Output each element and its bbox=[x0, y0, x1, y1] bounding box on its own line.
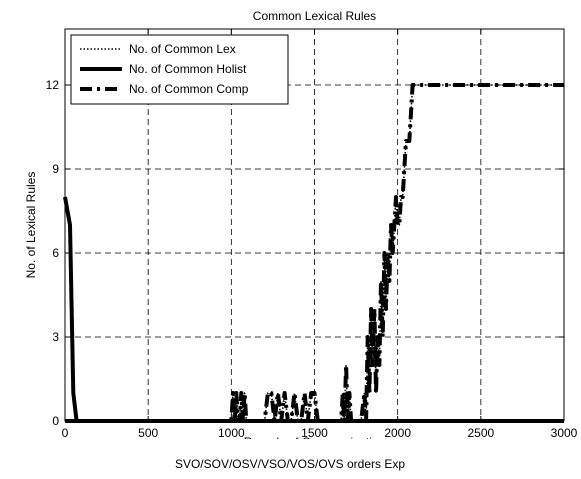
caption-background bbox=[0, 439, 581, 479]
legend: No. of Common Lex No. of Common Holist No.… bbox=[70, 34, 289, 105]
y-tick-label-4: 12 bbox=[46, 78, 60, 92]
x-tick-label-1: 500 bbox=[138, 426, 158, 440]
legend-label-0: No. of Common Lex bbox=[129, 42, 236, 56]
y-tick-label-2: 6 bbox=[52, 246, 59, 260]
y-tick-label-0: 0 bbox=[52, 414, 59, 428]
legend-label-1: No. of Common Holist bbox=[129, 62, 247, 76]
y-tick-label-1: 3 bbox=[52, 330, 59, 344]
x-tick-label-3: 1500 bbox=[301, 426, 328, 440]
x-tick-label-2: 1000 bbox=[218, 426, 245, 440]
y-tick-label-3: 9 bbox=[52, 162, 59, 176]
x-tick-label-5: 2500 bbox=[467, 426, 494, 440]
y-axis-label: No. of Lexical Rules bbox=[24, 172, 38, 279]
chart-title: Common Lexical Rules bbox=[253, 9, 376, 23]
x-tick-label-4: 2000 bbox=[384, 426, 411, 440]
figure-caption: SVO/SOV/OSV/VSO/VOS/OVS orders Exp bbox=[175, 457, 405, 471]
x-tick-label-6: 3000 bbox=[551, 426, 578, 440]
legend-label-2: No. of Common Comp bbox=[129, 82, 249, 96]
x-tick-label-0: 0 bbox=[62, 426, 69, 440]
